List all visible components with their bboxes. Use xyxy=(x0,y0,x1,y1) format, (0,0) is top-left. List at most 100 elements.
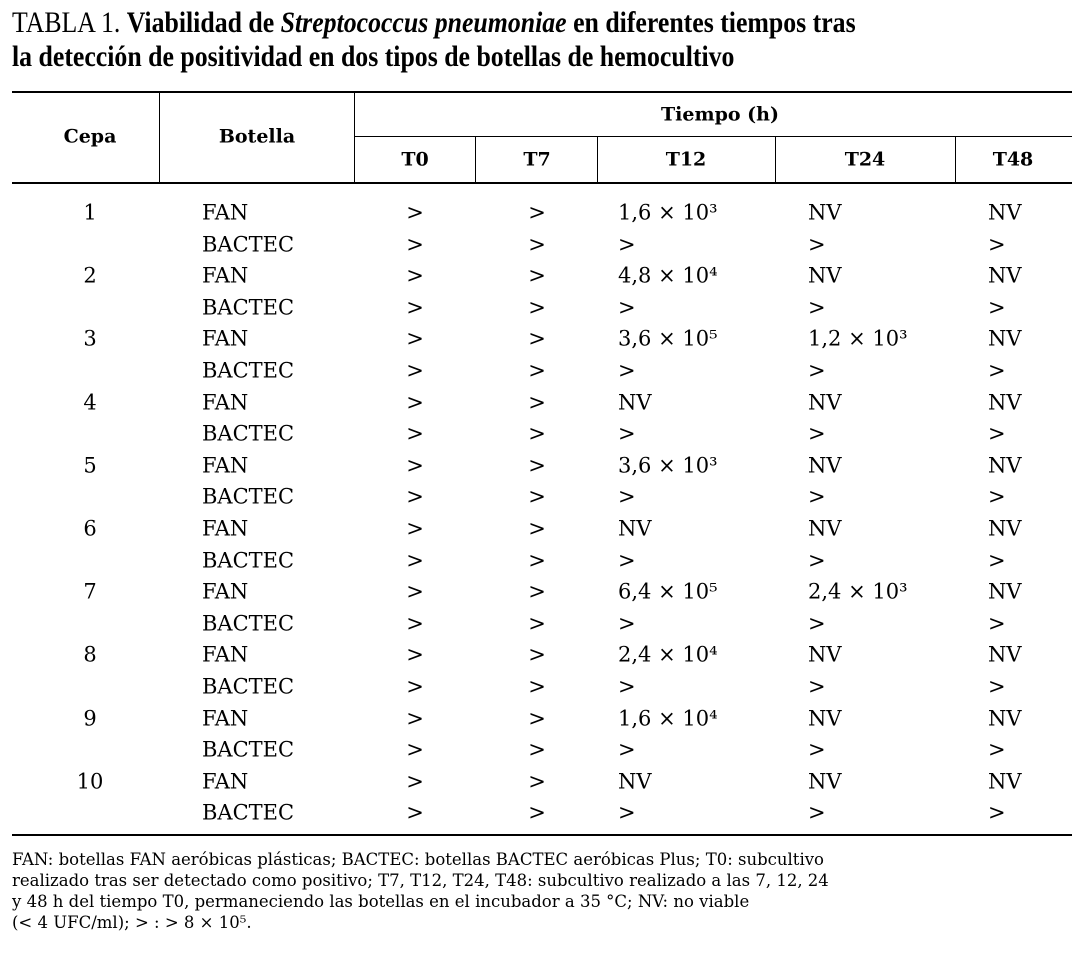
bottle-cell: BACTEC xyxy=(202,548,295,573)
value-cell: > xyxy=(406,516,424,541)
value-cell: > xyxy=(808,484,826,509)
cepa-cell: 6 xyxy=(83,516,97,541)
bottle-cell: FAN xyxy=(202,769,249,794)
bottle-cell: BACTEC xyxy=(202,484,295,509)
title-line: TABLA 1. Viabilidad de Streptococcus pne… xyxy=(12,6,856,40)
bottle-cell: FAN xyxy=(202,642,249,667)
value-cell: NV xyxy=(988,326,1022,351)
value-cell: NV xyxy=(808,390,842,415)
column-divider xyxy=(955,137,956,183)
value-cell: > xyxy=(618,358,636,383)
value-cell: NV xyxy=(808,706,842,731)
value-cell: > xyxy=(528,800,546,825)
value-cell: > xyxy=(528,453,546,478)
value-cell: > xyxy=(528,484,546,509)
column-divider xyxy=(159,92,160,183)
value-cell: > xyxy=(618,232,636,257)
value-cell: > xyxy=(618,548,636,573)
value-cell: NV xyxy=(988,642,1022,667)
value-cell: > xyxy=(528,326,546,351)
bottle-cell: BACTEC xyxy=(202,421,295,446)
value-cell: NV xyxy=(808,516,842,541)
value-cell: > xyxy=(406,421,424,446)
bottle-cell: BACTEC xyxy=(202,358,295,383)
table-title: TABLA 1. Viabilidad de Streptococcus pne… xyxy=(12,6,856,74)
title-rest: en diferentes tiempos tras xyxy=(573,6,856,39)
value-cell: 3,6 × 10⁵ xyxy=(618,326,718,351)
value-cell: > xyxy=(618,674,636,699)
bottle-cell: FAN xyxy=(202,516,249,541)
value-cell: > xyxy=(618,611,636,636)
cepa-cell: 10 xyxy=(76,769,104,794)
header-cepa: Cepa xyxy=(63,125,117,148)
cepa-cell: 8 xyxy=(83,642,97,667)
value-cell: > xyxy=(406,706,424,731)
value-cell: NV xyxy=(988,706,1022,731)
cepa-cell: 3 xyxy=(83,326,97,351)
value-cell: > xyxy=(528,706,546,731)
bottle-cell: FAN xyxy=(202,453,249,478)
value-cell: 3,6 × 10³ xyxy=(618,453,718,478)
bottle-cell: BACTEC xyxy=(202,674,295,699)
value-cell: > xyxy=(808,611,826,636)
value-cell: NV xyxy=(988,200,1022,225)
value-cell: > xyxy=(406,326,424,351)
cepa-cell: 1 xyxy=(83,200,97,225)
value-cell: > xyxy=(988,737,1006,762)
header-time: T12 xyxy=(665,148,707,171)
value-cell: > xyxy=(528,548,546,573)
value-cell: > xyxy=(406,674,424,699)
value-cell: > xyxy=(528,421,546,446)
value-cell: > xyxy=(528,390,546,415)
value-cell: > xyxy=(528,674,546,699)
value-cell: > xyxy=(618,800,636,825)
footnote-line: realizado tras ser detectado como positi… xyxy=(12,871,829,890)
value-cell: > xyxy=(808,232,826,257)
value-cell: > xyxy=(528,579,546,604)
bottle-cell: FAN xyxy=(202,579,249,604)
value-cell: NV xyxy=(618,516,652,541)
value-cell: > xyxy=(406,737,424,762)
bottom-rule xyxy=(12,834,1072,836)
value-cell: > xyxy=(618,295,636,320)
value-cell: NV xyxy=(988,516,1022,541)
column-divider xyxy=(775,137,776,183)
value-cell: > xyxy=(808,548,826,573)
footnote-line: y 48 h del tiempo T0, permaneciendo las … xyxy=(12,892,750,911)
value-cell: > xyxy=(808,421,826,446)
value-cell: > xyxy=(988,548,1006,573)
value-cell: > xyxy=(988,674,1006,699)
value-cell: > xyxy=(406,484,424,509)
value-cell: > xyxy=(528,295,546,320)
column-divider xyxy=(597,137,598,183)
header-time: T48 xyxy=(992,148,1034,171)
value-cell: > xyxy=(406,611,424,636)
cepa-cell: 2 xyxy=(83,263,97,288)
value-cell: > xyxy=(618,484,636,509)
header-time: T24 xyxy=(844,148,886,171)
bottle-cell: BACTEC xyxy=(202,232,295,257)
value-cell: NV xyxy=(988,453,1022,478)
value-cell: NV xyxy=(808,453,842,478)
value-cell: > xyxy=(528,358,546,383)
top-rule xyxy=(12,91,1072,93)
value-cell: > xyxy=(808,674,826,699)
value-cell: NV xyxy=(618,390,652,415)
bottle-cell: BACTEC xyxy=(202,295,295,320)
value-cell: > xyxy=(528,516,546,541)
value-cell: NV xyxy=(808,769,842,794)
column-divider xyxy=(475,137,476,183)
value-cell: > xyxy=(808,358,826,383)
value-cell: > xyxy=(988,358,1006,383)
value-cell: NV xyxy=(808,642,842,667)
value-cell: > xyxy=(618,421,636,446)
value-cell: > xyxy=(406,800,424,825)
value-cell: > xyxy=(988,232,1006,257)
header-rule xyxy=(12,182,1072,184)
column-divider xyxy=(354,92,355,183)
value-cell: > xyxy=(528,611,546,636)
value-cell: 4,8 × 10⁴ xyxy=(618,263,718,288)
title-label: TABLA 1. xyxy=(12,6,121,39)
title-line-2: la detección de positividad en dos tipos… xyxy=(12,40,735,73)
